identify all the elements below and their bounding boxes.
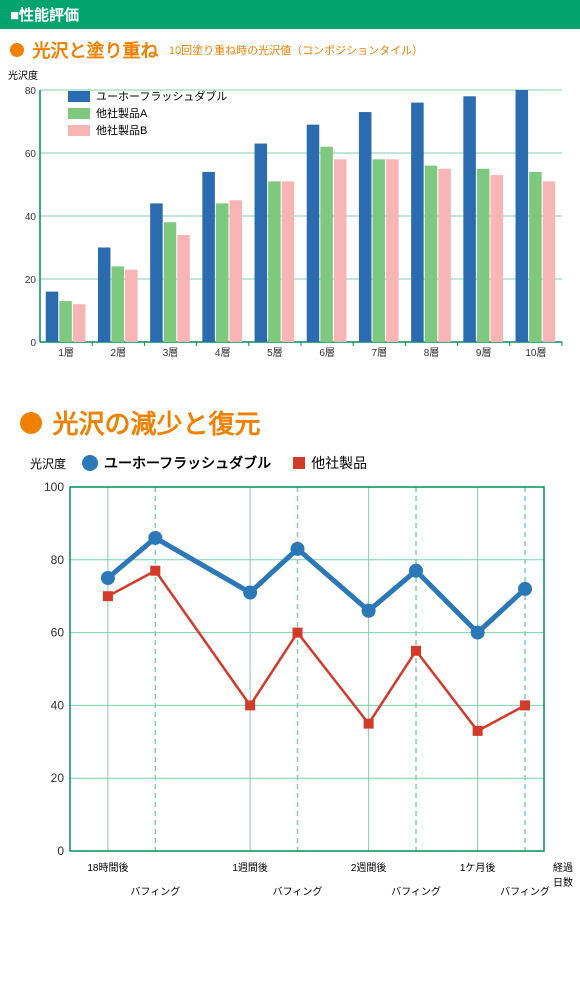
bar-ylabel: 光沢度 <box>8 67 580 82</box>
svg-text:6層: 6層 <box>319 347 335 359</box>
bar-section-caption: 10回塗り重ね時の光沢値（コンポジションタイル） <box>169 45 423 57</box>
svg-text:0: 0 <box>30 338 36 349</box>
legend-label: 他社製品 <box>311 453 367 473</box>
svg-text:9層: 9層 <box>476 347 492 359</box>
x-tick-label: バフィング <box>273 871 323 898</box>
x-tick-label: バフィング <box>130 871 180 898</box>
svg-text:8層: 8層 <box>424 347 440 359</box>
legend-swatch <box>68 125 90 136</box>
svg-text:1層: 1層 <box>58 347 74 359</box>
svg-text:10層: 10層 <box>525 347 546 359</box>
x-tick-label: 1週間後 <box>232 859 268 874</box>
square-marker-icon <box>293 457 305 469</box>
bar-legend: ユーホーフラッシュダブル他社製品A他社製品B <box>68 88 227 139</box>
line-legend: 光沢度 ユーホーフラッシュダブル 他社製品 <box>0 449 580 479</box>
legend-label: ユーホーフラッシュダブル <box>96 88 227 104</box>
bullet-icon-large <box>20 412 42 434</box>
svg-text:5層: 5層 <box>267 347 283 359</box>
x-tick-label: バフィング <box>391 871 441 898</box>
bar-chart: ユーホーフラッシュダブル他社製品A他社製品B 0 20 40 60 80 1層 2層 3層 4層… <box>8 84 572 364</box>
svg-text:7層: 7層 <box>372 347 388 359</box>
svg-text:0: 0 <box>57 844 64 858</box>
svg-text:20: 20 <box>51 771 65 785</box>
circle-marker-icon <box>82 455 98 471</box>
svg-text:100: 100 <box>44 480 64 494</box>
svg-text:80: 80 <box>51 553 65 567</box>
x-tick-label: 1ケ月後 <box>460 859 496 874</box>
svg-text:40: 40 <box>25 212 37 223</box>
bar-legend-item: 他社製品B <box>68 122 227 138</box>
svg-text:2層: 2層 <box>111 347 127 359</box>
legend-label: 他社製品B <box>96 122 147 138</box>
x-tick-label: バフィング <box>500 871 550 898</box>
section-header: ■性能評価 <box>0 0 580 29</box>
line-chart: 0 20 40 60 80 100 18時間後バフィング1週間後バフィング2週間後バフィン… <box>36 479 564 893</box>
bar-legend-item: ユーホーフラッシュダブル <box>68 88 227 104</box>
legend-swatch <box>68 91 90 102</box>
x-tick-label: 18時間後 <box>87 859 128 874</box>
svg-text:60: 60 <box>51 626 65 640</box>
svg-text:60: 60 <box>25 149 37 160</box>
svg-text:3層: 3層 <box>163 347 179 359</box>
line-section-title: 光沢の減少と復元 <box>52 409 260 439</box>
line-chart-svg: 0 20 40 60 80 100 <box>36 479 556 859</box>
legend-swatch <box>68 108 90 119</box>
line-section-title-row: 光沢の減少と復元 <box>0 384 580 449</box>
legend-label: 他社製品A <box>96 105 147 121</box>
line-ylabel: 光沢度 <box>30 455 66 472</box>
svg-text:4層: 4層 <box>215 347 231 359</box>
bar-section-title-row: 光沢と塗り重ね 10回塗り重ね時の光沢値（コンポジションタイル） <box>0 29 580 63</box>
svg-text:20: 20 <box>25 275 37 286</box>
bar-section-title: 光沢と塗り重ね <box>32 41 158 61</box>
svg-text:80: 80 <box>25 86 37 97</box>
legend-label: ユーホーフラッシュダブル <box>104 453 271 473</box>
line-x-labels: 18時間後バフィング1週間後バフィング2週間後バフィング1ケ月後バフィング経過日… <box>36 859 564 893</box>
bullet-icon <box>10 43 24 57</box>
svg-text:40: 40 <box>51 698 65 712</box>
bar-legend-item: 他社製品A <box>68 105 227 121</box>
x-tick-label: 経過日数 <box>553 859 573 889</box>
x-tick-label: 2週間後 <box>351 859 387 874</box>
